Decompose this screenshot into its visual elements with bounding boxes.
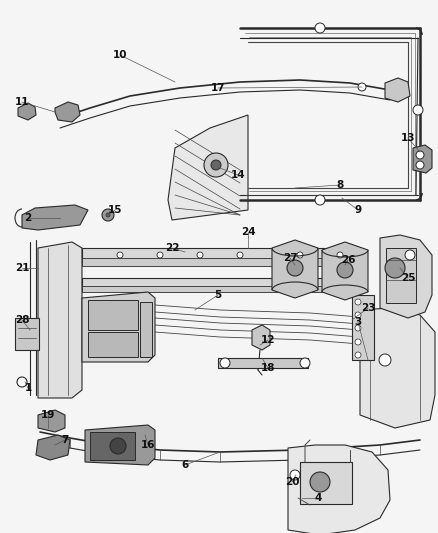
Polygon shape [322, 242, 368, 300]
Bar [140, 302, 152, 357]
Text: 22: 22 [165, 243, 179, 253]
Circle shape [413, 105, 423, 115]
Text: 11: 11 [15, 97, 29, 107]
Polygon shape [18, 103, 36, 120]
Polygon shape [360, 308, 435, 428]
Bar [386, 248, 416, 303]
Text: 1: 1 [25, 383, 32, 393]
Text: 28: 28 [15, 315, 29, 325]
Bar [300, 462, 352, 504]
Circle shape [17, 377, 27, 387]
Circle shape [355, 299, 361, 305]
Polygon shape [252, 325, 270, 350]
Text: 26: 26 [341, 255, 355, 265]
Polygon shape [55, 102, 80, 122]
Circle shape [315, 195, 325, 205]
Circle shape [287, 260, 303, 276]
Text: 27: 27 [283, 253, 297, 263]
Text: 15: 15 [108, 205, 122, 215]
Polygon shape [38, 410, 65, 432]
Polygon shape [38, 242, 82, 398]
Polygon shape [272, 240, 318, 298]
Polygon shape [385, 78, 410, 102]
Circle shape [106, 213, 110, 217]
Bar [82, 286, 342, 292]
Text: 3: 3 [354, 317, 362, 327]
Bar [88, 332, 138, 357]
Text: 12: 12 [261, 335, 275, 345]
Text: 17: 17 [211, 83, 225, 93]
Circle shape [337, 252, 343, 258]
Text: 13: 13 [401, 133, 415, 143]
Polygon shape [82, 292, 155, 362]
Text: 9: 9 [354, 205, 361, 215]
Polygon shape [288, 445, 390, 533]
Bar [82, 248, 360, 262]
Text: 14: 14 [231, 170, 245, 180]
Circle shape [290, 470, 300, 480]
Circle shape [358, 83, 366, 91]
Circle shape [220, 358, 230, 368]
Circle shape [337, 262, 353, 278]
Bar [15, 318, 39, 350]
Text: 7: 7 [61, 435, 69, 445]
Bar [82, 258, 360, 266]
Circle shape [204, 153, 228, 177]
Bar [90, 432, 135, 460]
Circle shape [315, 23, 325, 33]
Polygon shape [36, 435, 70, 460]
Bar [352, 295, 374, 360]
Circle shape [237, 252, 243, 258]
Text: 5: 5 [214, 290, 222, 300]
Text: 10: 10 [113, 50, 127, 60]
Text: 4: 4 [314, 493, 321, 503]
Circle shape [355, 325, 361, 331]
Circle shape [355, 312, 361, 318]
Bar [82, 278, 342, 290]
Text: 23: 23 [361, 303, 375, 313]
Circle shape [157, 252, 163, 258]
Text: 20: 20 [285, 477, 299, 487]
Text: 16: 16 [141, 440, 155, 450]
Polygon shape [168, 115, 248, 220]
Text: 21: 21 [15, 263, 29, 273]
Circle shape [197, 252, 203, 258]
Circle shape [102, 209, 114, 221]
Circle shape [355, 352, 361, 358]
Circle shape [416, 151, 424, 159]
Text: 6: 6 [181, 460, 189, 470]
Circle shape [117, 252, 123, 258]
Circle shape [110, 438, 126, 454]
Text: 8: 8 [336, 180, 344, 190]
Circle shape [211, 160, 221, 170]
Circle shape [310, 472, 330, 492]
Polygon shape [413, 145, 432, 173]
Text: 2: 2 [25, 213, 32, 223]
Circle shape [355, 339, 361, 345]
Circle shape [405, 250, 415, 260]
Circle shape [385, 258, 405, 278]
Polygon shape [22, 205, 88, 230]
Polygon shape [85, 425, 155, 465]
Polygon shape [380, 235, 432, 318]
Text: 18: 18 [261, 363, 275, 373]
Text: 19: 19 [41, 410, 55, 420]
Circle shape [379, 354, 391, 366]
Text: 24: 24 [241, 227, 255, 237]
Circle shape [300, 358, 310, 368]
Circle shape [297, 252, 303, 258]
Bar [218, 358, 308, 368]
Circle shape [416, 161, 424, 169]
Bar [88, 300, 138, 330]
Text: 25: 25 [401, 273, 415, 283]
